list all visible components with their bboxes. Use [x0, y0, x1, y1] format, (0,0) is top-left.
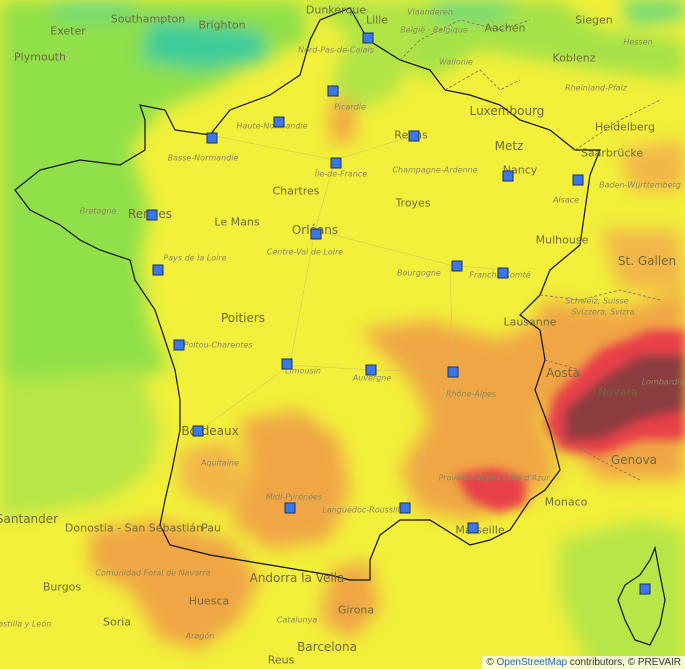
station-marker-dijon[interactable]: [451, 260, 463, 272]
station-marker-lyon[interactable]: [447, 366, 459, 378]
station-marker-caen[interactable]: [206, 132, 218, 144]
corsica-border: [617, 545, 666, 646]
station-marker-besancon[interactable]: [497, 267, 509, 279]
station-marker-reims[interactable]: [408, 130, 420, 142]
station-marker-nancy[interactable]: [502, 170, 514, 182]
station-marker-strasbourg[interactable]: [572, 174, 584, 186]
map-attribution: © OpenStreetMap contributors, © PREVAIR: [482, 656, 685, 669]
station-marker-lille[interactable]: [362, 32, 374, 44]
france-border: [14, 7, 601, 581]
station-marker-marseille[interactable]: [467, 522, 479, 534]
station-marker-amiens[interactable]: [327, 85, 339, 97]
attribution-text: contributors, © PREVAIR: [569, 657, 681, 668]
station-marker-ajaccio[interactable]: [639, 583, 651, 595]
station-marker-montpellier[interactable]: [399, 502, 411, 514]
station-marker-nantes[interactable]: [152, 264, 164, 276]
station-marker-toulouse[interactable]: [284, 502, 296, 514]
attribution-copyright: ©: [486, 657, 494, 668]
station-marker-larochelle[interactable]: [173, 339, 185, 351]
station-marker-rennes[interactable]: [146, 209, 158, 221]
station-marker-limoges[interactable]: [281, 358, 293, 370]
station-marker-paris[interactable]: [330, 157, 342, 169]
station-marker-bordeaux[interactable]: [192, 425, 204, 437]
station-marker-orleans[interactable]: [310, 228, 322, 240]
openstreetmap-link[interactable]: OpenStreetMap: [496, 657, 568, 668]
station-marker-rouen[interactable]: [273, 116, 285, 128]
station-marker-clermont[interactable]: [365, 364, 377, 376]
